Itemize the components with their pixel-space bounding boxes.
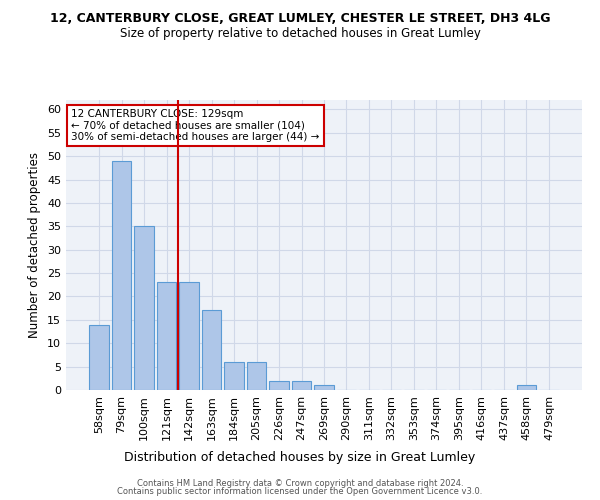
Bar	[179, 282, 199, 390]
Bar	[112, 161, 131, 390]
Bar	[202, 310, 221, 390]
Bar	[224, 362, 244, 390]
Text: Size of property relative to detached houses in Great Lumley: Size of property relative to detached ho…	[119, 28, 481, 40]
Text: 12 CANTERBURY CLOSE: 129sqm
← 70% of detached houses are smaller (104)
30% of se: 12 CANTERBURY CLOSE: 129sqm ← 70% of det…	[71, 108, 320, 142]
Text: Distribution of detached houses by size in Great Lumley: Distribution of detached houses by size …	[124, 451, 476, 464]
Bar	[247, 362, 266, 390]
Text: Contains public sector information licensed under the Open Government Licence v3: Contains public sector information licen…	[118, 487, 482, 496]
Bar	[157, 282, 176, 390]
Text: 12, CANTERBURY CLOSE, GREAT LUMLEY, CHESTER LE STREET, DH3 4LG: 12, CANTERBURY CLOSE, GREAT LUMLEY, CHES…	[50, 12, 550, 26]
Bar	[89, 324, 109, 390]
Bar	[314, 386, 334, 390]
Text: Contains HM Land Registry data © Crown copyright and database right 2024.: Contains HM Land Registry data © Crown c…	[137, 478, 463, 488]
Bar	[292, 380, 311, 390]
Bar	[134, 226, 154, 390]
Y-axis label: Number of detached properties: Number of detached properties	[28, 152, 41, 338]
Bar	[517, 386, 536, 390]
Bar	[269, 380, 289, 390]
